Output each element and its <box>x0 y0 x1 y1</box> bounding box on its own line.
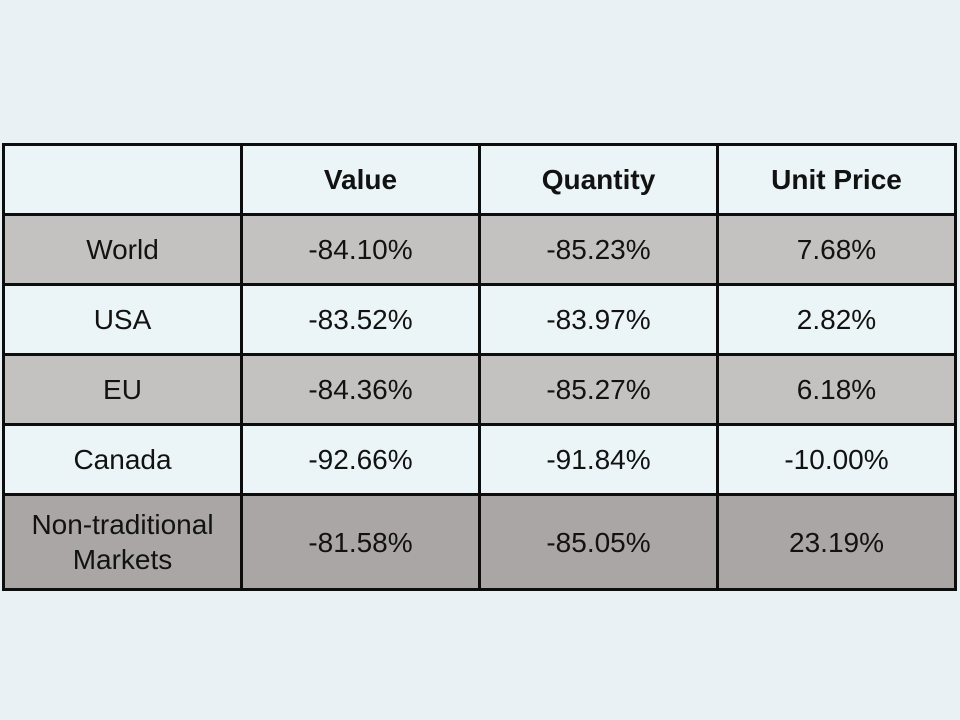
row-label-world: World <box>2 213 243 286</box>
eu-quantity-cell: -85.27% <box>478 353 719 426</box>
canada-value-cell: -92.66% <box>240 423 481 496</box>
table-row-canada: Canada -92.66% -91.84% -10.00% <box>2 423 957 496</box>
canada-quantity-cell: -91.84% <box>478 423 719 496</box>
table-row-eu: EU -84.36% -85.27% 6.18% <box>2 353 957 426</box>
market-change-table: Value Quantity Unit Price World -84.10% … <box>2 143 957 591</box>
usa-quantity-cell: -83.97% <box>478 283 719 356</box>
eu-unit-price-cell: 6.18% <box>716 353 957 426</box>
non-traditional-value-cell: -81.58% <box>240 493 481 591</box>
row-label-canada: Canada <box>2 423 243 496</box>
table-row-usa: USA -83.52% -83.97% 2.82% <box>2 283 957 356</box>
usa-value-cell: -83.52% <box>240 283 481 356</box>
column-header-value: Value <box>240 143 481 216</box>
non-traditional-unit-price-cell: 23.19% <box>716 493 957 591</box>
header-row: Value Quantity Unit Price <box>2 143 957 216</box>
table-row-world: World -84.10% -85.23% 7.68% <box>2 213 957 286</box>
row-label-usa: USA <box>2 283 243 356</box>
world-unit-price-cell: 7.68% <box>716 213 957 286</box>
column-header-unit-price: Unit Price <box>716 143 957 216</box>
world-value-cell: -84.10% <box>240 213 481 286</box>
column-header-quantity: Quantity <box>478 143 719 216</box>
usa-unit-price-cell: 2.82% <box>716 283 957 356</box>
corner-cell <box>2 143 243 216</box>
non-traditional-quantity-cell: -85.05% <box>478 493 719 591</box>
table-row-non-traditional-markets: Non-traditional Markets -81.58% -85.05% … <box>2 493 957 591</box>
world-quantity-cell: -85.23% <box>478 213 719 286</box>
row-label-non-traditional-markets: Non-traditional Markets <box>2 493 243 591</box>
eu-value-cell: -84.36% <box>240 353 481 426</box>
canada-unit-price-cell: -10.00% <box>716 423 957 496</box>
row-label-eu: EU <box>2 353 243 426</box>
